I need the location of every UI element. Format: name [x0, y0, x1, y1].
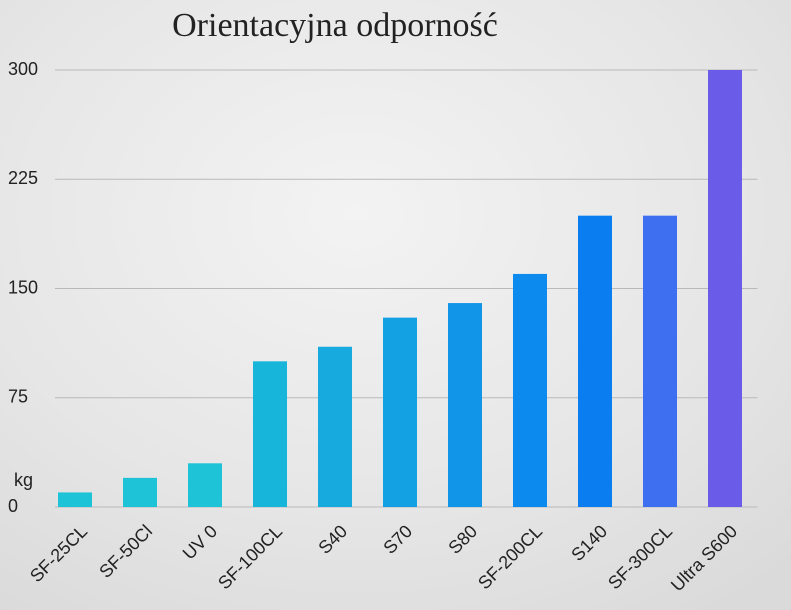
y-tick-label: 225	[8, 168, 38, 188]
bar	[513, 273, 547, 507]
y-tick-label: 300	[8, 59, 38, 79]
y-tick-label: 75	[8, 387, 28, 407]
y-tick-label: 150	[8, 277, 38, 297]
bar	[123, 477, 157, 507]
bar	[58, 492, 92, 507]
bar	[708, 70, 742, 507]
bar	[188, 463, 222, 507]
y-tick-label: 0	[8, 496, 18, 516]
bar	[383, 317, 417, 507]
chart-title: Orientacyjna odporność	[172, 7, 498, 44]
y-axis-label: kg	[14, 470, 33, 490]
bar	[578, 215, 612, 507]
bar	[643, 215, 677, 507]
bar	[318, 346, 352, 507]
bar	[253, 361, 287, 507]
bar	[448, 303, 482, 507]
